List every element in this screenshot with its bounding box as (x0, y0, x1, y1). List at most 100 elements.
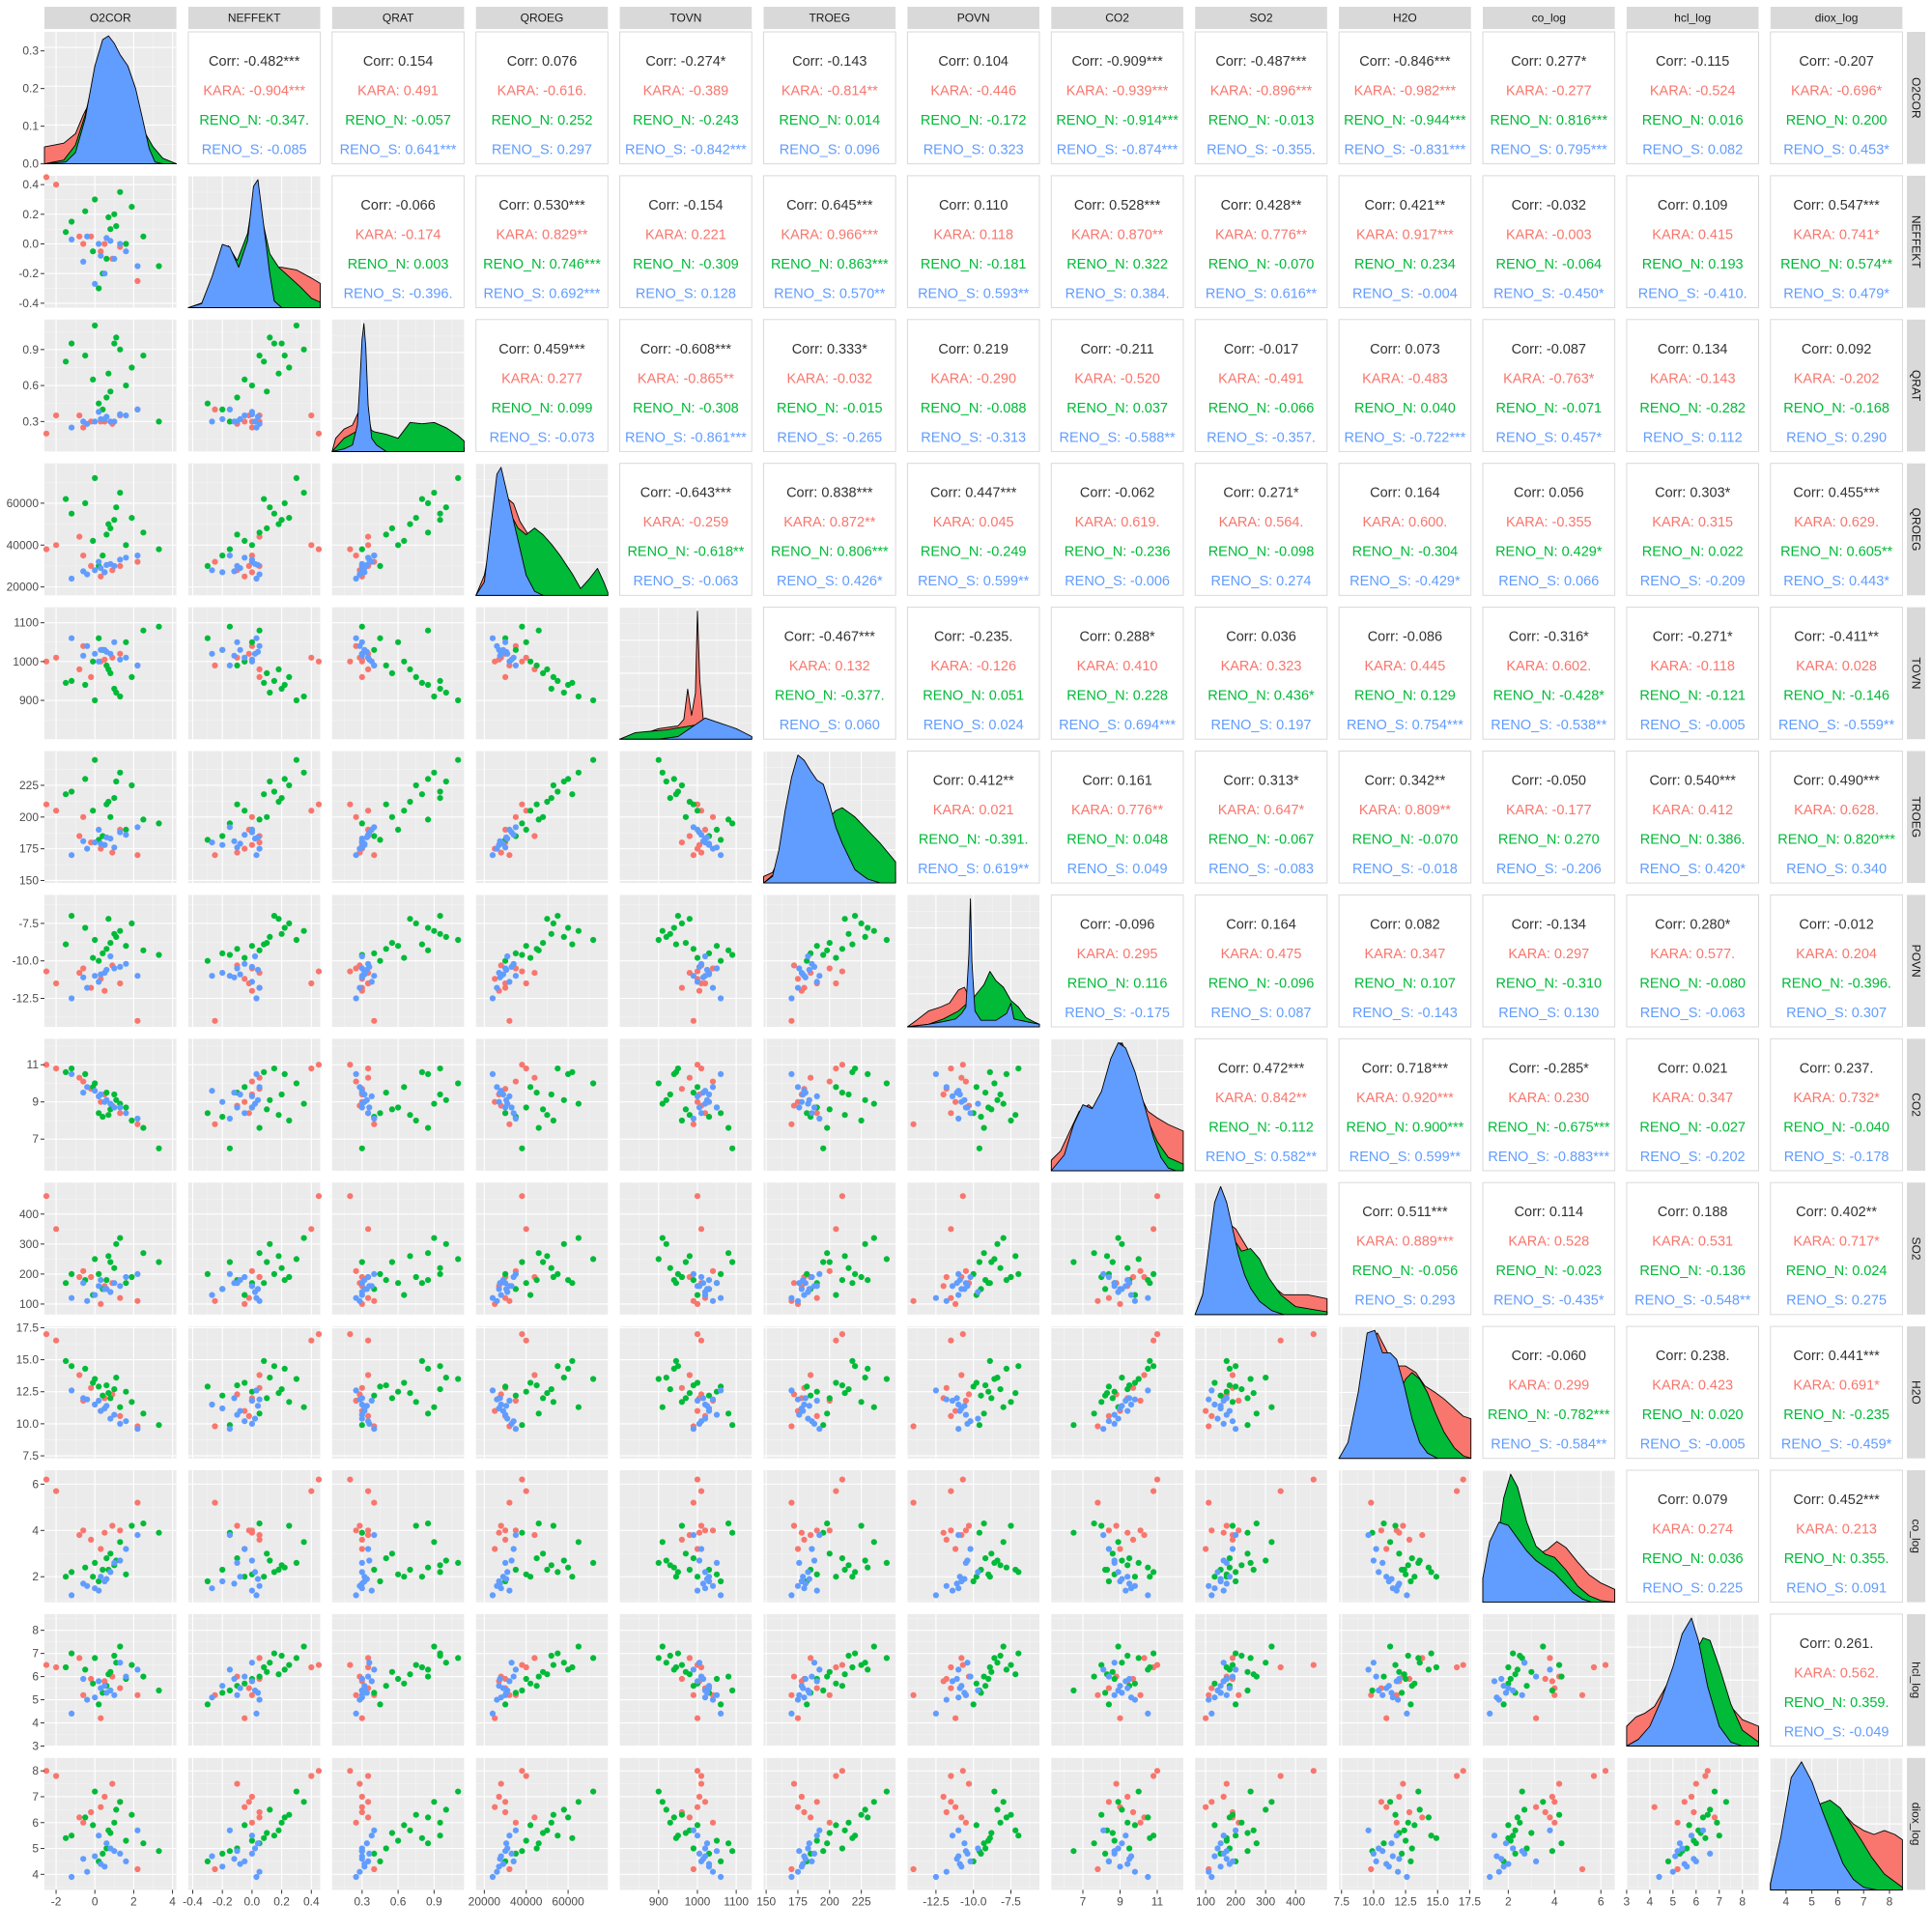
corr-group-RENO_S: RENO_S: 0.297 (492, 143, 592, 158)
panel-co_log-CO2 (1051, 1470, 1183, 1603)
scatter-point (813, 1799, 820, 1805)
scatter-point (248, 569, 255, 576)
scatter-point (696, 841, 703, 848)
scatter-point (809, 1273, 815, 1281)
scatter-point (802, 1395, 809, 1402)
corr-group-RENO_N: RENO_N: -0.064 (1495, 257, 1602, 272)
scatter-point (123, 1546, 129, 1552)
scatter-point (123, 1837, 129, 1844)
scatter-point (519, 1476, 526, 1483)
scatter-point (134, 1121, 141, 1127)
panel-QROEG-diox_log: Corr: 0.455***KARA: 0.629.RENO_N: 0.605*… (1770, 463, 1903, 596)
scatter-point (281, 924, 288, 931)
corr-group-KARA: KARA: -0.003 (1506, 227, 1592, 242)
scatter-point (76, 666, 83, 673)
scatter-point (69, 635, 75, 641)
scatter-point (358, 1415, 365, 1422)
corr-panel-bg (1338, 463, 1472, 596)
scatter-point (234, 1848, 241, 1855)
scatter-point (117, 562, 124, 570)
corr-panel-bg (1338, 319, 1472, 452)
scatter-point (242, 537, 248, 545)
scatter-point (82, 208, 89, 214)
scatter-point (371, 1121, 378, 1127)
scatter-point (508, 1850, 515, 1857)
scatter-point (105, 798, 112, 806)
scatter-point (237, 840, 243, 847)
scatter-point (575, 1643, 582, 1650)
scatter-point (358, 1259, 365, 1265)
scatter-point (1392, 1522, 1399, 1529)
corr-group-RENO_S: RENO_S: -0.313 (921, 430, 1026, 445)
scatter-point (699, 1280, 707, 1287)
scatter-point (353, 635, 359, 641)
scatter-point (701, 980, 709, 987)
corr-group-KARA: KARA: -0.259 (643, 515, 729, 530)
scatter-point (128, 1522, 135, 1529)
scatter-point (973, 1574, 980, 1580)
scatter-point (353, 1819, 359, 1826)
scatter-point (948, 1412, 954, 1419)
scatter-point (694, 1062, 701, 1068)
scatter-point (278, 340, 285, 347)
scatter-point (519, 1331, 526, 1338)
corr-group-KARA: KARA: -0.355 (1506, 515, 1592, 530)
scatter-point (395, 639, 402, 645)
scatter-point (1233, 1383, 1239, 1390)
scatter-point (209, 650, 215, 657)
scatter-point (590, 1655, 597, 1662)
scatter-point (286, 920, 293, 927)
scatter-point (270, 913, 277, 920)
scatter-point (678, 1399, 686, 1406)
scatter-point (254, 413, 262, 420)
scatter-point (533, 1277, 540, 1284)
scatter-point (103, 1090, 110, 1096)
scatter-point (219, 569, 226, 576)
scatter-point (991, 1655, 998, 1662)
scatter-point (1578, 1691, 1586, 1698)
scatter-point (226, 406, 233, 412)
corr-group-RENO_S: RENO_S: 0.091 (1786, 1581, 1887, 1597)
scatter-point (838, 1090, 846, 1096)
scatter-point (300, 693, 307, 700)
scatter-point (264, 1259, 270, 1265)
scatter-point (1376, 1687, 1382, 1694)
scatter-point (870, 1539, 877, 1546)
scatter-point (281, 499, 288, 507)
corr-group-RENO_S: RENO_S: 0.641*** (340, 143, 457, 158)
scatter-point (531, 1074, 538, 1081)
scatter-point (248, 979, 255, 985)
scatter-point (506, 1833, 513, 1839)
scatter-point (826, 1395, 833, 1402)
scatter-point (955, 1292, 962, 1298)
scatter-point (395, 943, 402, 950)
scatter-point (1109, 1830, 1116, 1836)
scatter-point (437, 795, 443, 802)
scatter-point (270, 1650, 277, 1657)
scatter-point (1012, 1112, 1019, 1119)
scatter-point (1263, 1375, 1269, 1381)
scatter-point (690, 1017, 697, 1024)
scatter-point (455, 1080, 462, 1087)
scatter-point (128, 920, 135, 927)
corr-group-KARA: KARA: 0.619. (1075, 515, 1160, 530)
panel-co_log-co_log (1482, 1469, 1616, 1604)
scatter-point (701, 1569, 709, 1576)
scatter-point (156, 1259, 162, 1265)
scatter-point (1238, 1386, 1245, 1393)
scatter-point (988, 1106, 995, 1113)
scatter-point (699, 1090, 707, 1096)
panel-H2O-QROEG (475, 1326, 609, 1459)
scatter-point (697, 1488, 705, 1494)
scatter-point (497, 1675, 503, 1683)
scatter-point (801, 1585, 808, 1592)
scatter-point (1495, 1696, 1502, 1703)
corr-group-RENO_N: RENO_N: 0.036 (1642, 1551, 1744, 1567)
corr-panel-bg (619, 319, 753, 452)
scatter-point (504, 1845, 511, 1852)
scatter-point (437, 1065, 443, 1072)
scatter-point (109, 849, 116, 856)
